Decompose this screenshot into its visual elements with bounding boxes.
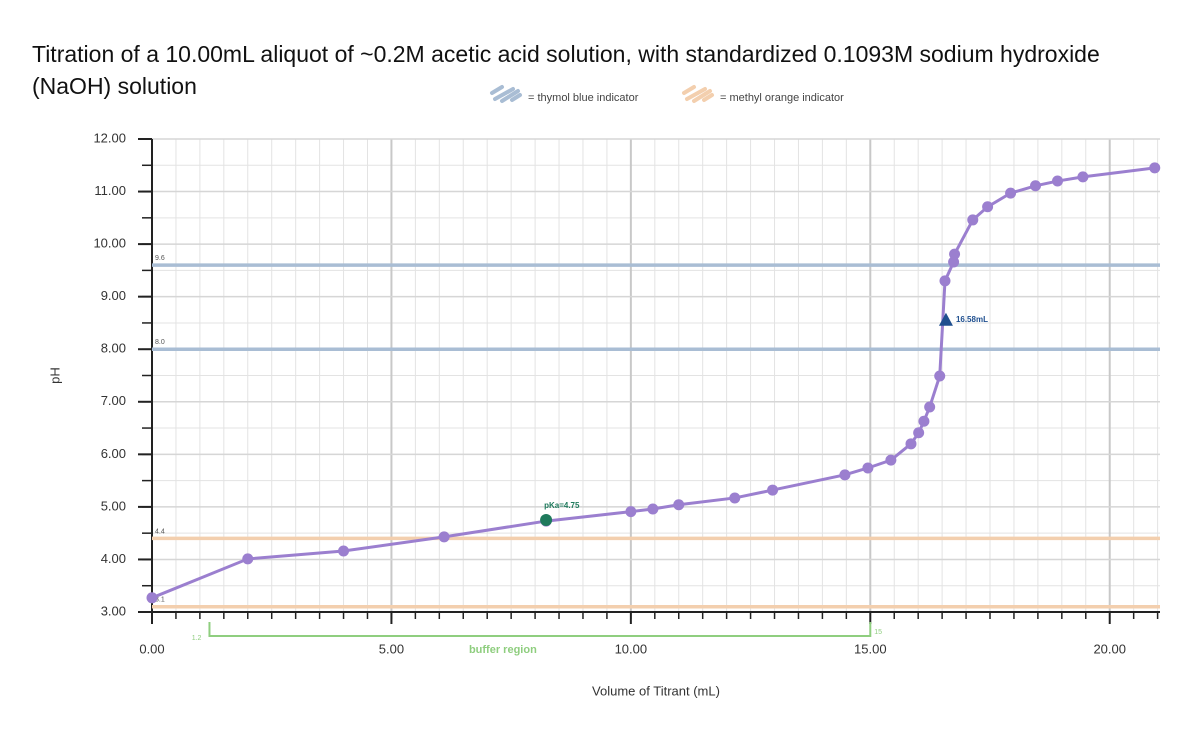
- data-point: [438, 531, 450, 543]
- series-line: [151, 166, 1155, 600]
- indicator-label: 3.1: [155, 597, 165, 604]
- data-point: [862, 462, 874, 474]
- data-point: [146, 592, 158, 604]
- data-point: [934, 370, 946, 382]
- data-point: [338, 545, 350, 557]
- y-tick-label: 11.00: [94, 183, 126, 198]
- data-point: [242, 553, 254, 565]
- data-point: [885, 454, 897, 466]
- y-tick-label: 8.00: [101, 341, 126, 356]
- data-point: [1052, 175, 1064, 187]
- data-point: [913, 427, 925, 439]
- x-axis-label: Volume of Titrant (mL): [592, 683, 720, 698]
- data-point: [924, 401, 936, 413]
- x-tick-label: 0.00: [139, 641, 164, 656]
- data-point: [939, 275, 951, 287]
- y-tick-label: 3.00: [101, 603, 126, 618]
- region-bracket: [208, 622, 872, 637]
- data-point: [625, 506, 637, 518]
- data-point: [729, 492, 741, 504]
- data-point: [949, 248, 961, 260]
- x-tick-label: 20.00: [1093, 641, 1126, 656]
- indicator-label: 9.6: [155, 255, 165, 262]
- annotation-label: 16.58mL: [956, 315, 988, 324]
- region-end-label: 15: [874, 629, 882, 636]
- data-point: [918, 415, 930, 427]
- x-tick-label: 15.00: [854, 641, 887, 656]
- y-tick-label: 5.00: [101, 498, 126, 513]
- data-point: [967, 214, 979, 226]
- data-point: [1005, 187, 1017, 199]
- data-point: [1077, 171, 1089, 183]
- y-tick-label: 10.00: [93, 236, 126, 251]
- region-start-label: 1.2: [192, 635, 202, 642]
- data-point: [982, 201, 994, 213]
- legend-swatch: [490, 85, 522, 103]
- chart-title: Titration of a 10.00mL aliquot of ~0.2M …: [32, 41, 1100, 99]
- y-tick-label: 6.00: [101, 446, 126, 461]
- indicator-label: 8.0: [155, 339, 165, 346]
- x-tick-label: 5.00: [379, 641, 404, 656]
- data-point: [1149, 162, 1161, 174]
- data-point: [905, 438, 917, 450]
- y-tick-label: 7.00: [101, 393, 126, 408]
- legend-label: = methyl orange indicator: [720, 92, 844, 104]
- y-tick-label: 9.00: [101, 288, 126, 303]
- indicator-label: 4.4: [155, 528, 165, 535]
- data-point: [1029, 180, 1041, 192]
- y-tick-label: 12.00: [93, 130, 126, 145]
- y-tick-label: 4.00: [101, 551, 126, 566]
- region-label: buffer region: [469, 644, 537, 656]
- annotation-marker: [938, 312, 953, 326]
- x-tick-label: 10.00: [615, 641, 648, 656]
- data-point: [673, 499, 685, 511]
- annotation-marker: [540, 514, 553, 527]
- data-point: [839, 469, 851, 481]
- data-point: [647, 503, 659, 515]
- legend-swatch: [682, 85, 714, 103]
- y-axis-label: pH: [47, 367, 62, 384]
- data-point: [767, 484, 779, 496]
- legend-label: = thymol blue indicator: [528, 92, 639, 104]
- annotation-label: pKa=4.75: [544, 501, 580, 510]
